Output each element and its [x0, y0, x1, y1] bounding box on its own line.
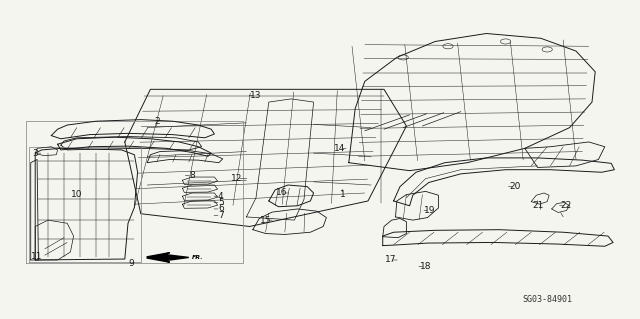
Text: 13: 13 — [250, 91, 262, 100]
Text: 12: 12 — [231, 174, 243, 183]
Text: 21: 21 — [532, 201, 543, 210]
Text: 14: 14 — [333, 144, 345, 153]
Text: 6: 6 — [218, 204, 223, 213]
Text: 20: 20 — [509, 182, 521, 191]
Text: SG03-84901: SG03-84901 — [522, 295, 572, 304]
Text: 22: 22 — [561, 201, 572, 210]
Text: 8: 8 — [189, 171, 195, 180]
Text: 19: 19 — [424, 206, 436, 215]
Text: 9: 9 — [129, 259, 134, 268]
Text: 10: 10 — [71, 190, 83, 199]
Text: 17: 17 — [385, 256, 396, 264]
Text: FR.: FR. — [192, 255, 204, 260]
Text: 3: 3 — [33, 149, 38, 158]
Text: 2: 2 — [154, 117, 159, 126]
Text: 11: 11 — [31, 252, 43, 261]
Text: 16: 16 — [276, 189, 287, 197]
Polygon shape — [147, 253, 189, 262]
Text: 7: 7 — [218, 211, 223, 220]
Text: 15: 15 — [260, 216, 271, 225]
Text: 1: 1 — [340, 190, 345, 199]
Text: 5: 5 — [218, 198, 223, 207]
Text: 18: 18 — [420, 262, 431, 271]
Text: 4: 4 — [218, 192, 223, 201]
